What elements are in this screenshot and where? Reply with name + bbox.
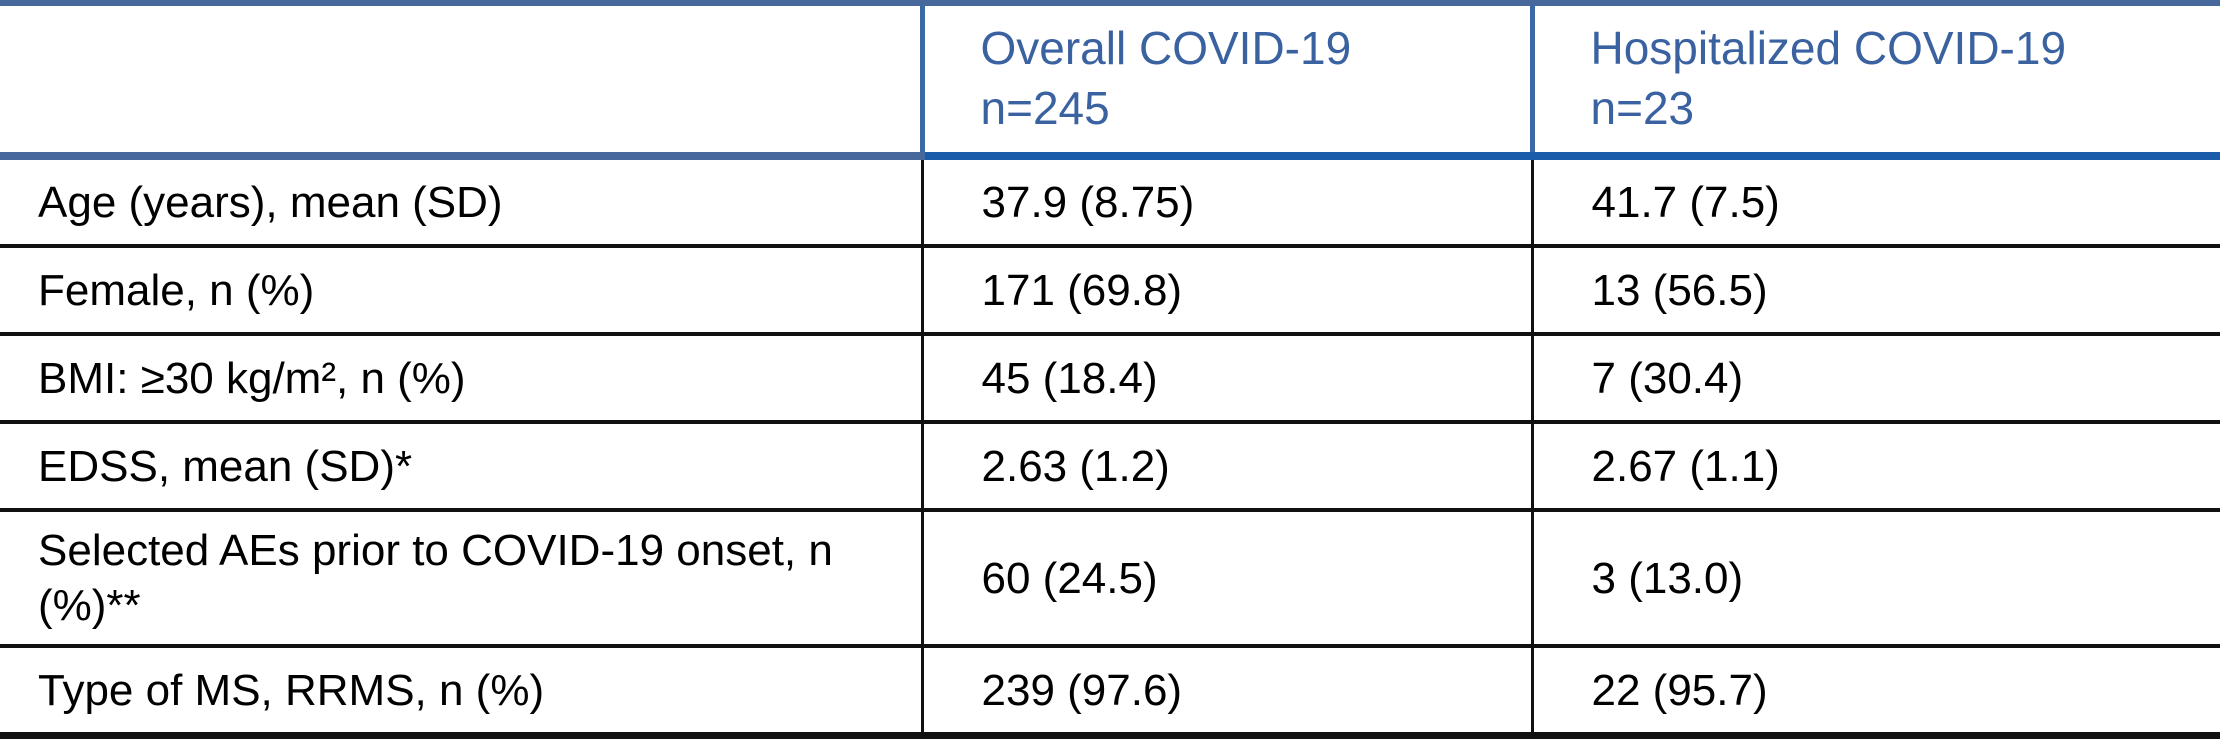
cell-hospitalized: 41.7 (7.5) [1532,156,2220,246]
table-row-type-of-ms: Type of MS, RRMS, n (%) 239 (97.6) 22 (9… [0,644,2220,736]
row-label: EDSS, mean (SD)* [0,420,922,510]
cell-overall: 60 (24.5) [920,508,1534,646]
header-cell-characteristic [0,3,922,160]
header-overall-title: Overall COVID-19 [980,22,1352,74]
cell-overall: 45 (18.4) [920,332,1534,422]
header-hospitalized-title: Hospitalized COVID-19 [1590,22,2067,74]
cell-overall: 171 (69.8) [920,244,1534,334]
header-hospitalized-n: n=23 [1590,82,1695,134]
header-cell-hospitalized: Hospitalized COVID-19 n=23 [1532,3,2220,160]
cell-hospitalized: 7 (30.4) [1532,332,2220,422]
table-row-edss: EDSS, mean (SD)* 2.63 (1.2) 2.67 (1.1) [0,420,2220,510]
table-row-age: Age (years), mean (SD) 37.9 (8.75) 41.7 … [0,156,2220,246]
row-label: BMI: ≥30 kg/m², n (%) [0,332,922,422]
row-label: Type of MS, RRMS, n (%) [0,644,922,736]
header-row: Overall COVID-19 n=245 Hospitalized COVI… [0,3,2220,160]
row-label: Selected AEs prior to COVID-19 onset, n … [0,508,922,646]
table-row-bmi: BMI: ≥30 kg/m², n (%) 45 (18.4) 7 (30.4) [0,332,2220,422]
header-overall-n: n=245 [980,82,1110,134]
row-label: Age (years), mean (SD) [0,156,922,246]
cell-hospitalized: 3 (13.0) [1532,508,2220,646]
cell-overall: 37.9 (8.75) [920,156,1534,246]
cell-overall: 239 (97.6) [920,644,1534,736]
cell-hospitalized: 2.67 (1.1) [1532,420,2220,510]
table-row-selected-aes: Selected AEs prior to COVID-19 onset, n … [0,508,2220,646]
cell-overall: 2.63 (1.2) [920,420,1534,510]
cell-hospitalized: 22 (95.7) [1532,644,2220,736]
cell-hospitalized: 13 (56.5) [1532,244,2220,334]
row-label: Female, n (%) [0,244,922,334]
table-row-female: Female, n (%) 171 (69.8) 13 (56.5) [0,244,2220,334]
header-cell-overall: Overall COVID-19 n=245 [919,3,1535,160]
